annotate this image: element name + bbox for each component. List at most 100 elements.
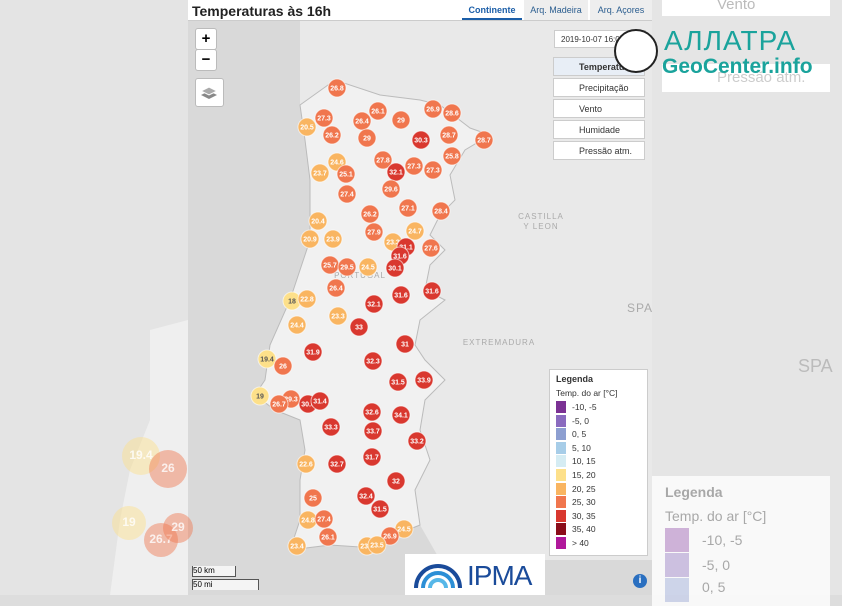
backdrop-layer: Pressão atm. xyxy=(662,64,830,92)
station-label: 27.1 xyxy=(401,205,415,212)
legend-label: > 40 xyxy=(572,538,589,548)
station xyxy=(395,334,415,354)
backdrop-class: -5, 0 xyxy=(702,557,731,573)
legend-label: 30, 35 xyxy=(572,510,596,521)
station-label: 26.1 xyxy=(371,108,385,115)
legend-label: 0, 5 xyxy=(572,429,587,440)
station-label: 20.4 xyxy=(311,218,325,225)
station-label: 31.6 xyxy=(425,288,439,295)
watermark-text: АЛЛАТРА xyxy=(664,25,797,56)
station-label: 24.6 xyxy=(330,159,344,166)
station-label: 30.6 xyxy=(301,401,315,408)
backdrop-layer: Vento xyxy=(662,0,830,16)
station-label: 25.8 xyxy=(445,153,459,160)
legend-swatch xyxy=(556,496,566,509)
station xyxy=(411,130,431,150)
backdrop-station-label: 29 xyxy=(171,520,185,534)
station-label: 24.5 xyxy=(397,526,411,533)
station-label: 27.3 xyxy=(407,163,421,170)
station-label: 24.7 xyxy=(408,228,422,235)
backdrop-station xyxy=(163,513,193,543)
backdrop-class: -10, -5 xyxy=(702,532,743,548)
station xyxy=(398,198,418,218)
station xyxy=(297,117,317,137)
station xyxy=(349,317,369,337)
station-label: 32.1 xyxy=(389,169,403,176)
tab[interactable]: Arq. Madeira xyxy=(524,0,588,20)
place-label: SPA xyxy=(627,301,653,315)
info-button[interactable]: i xyxy=(633,574,647,588)
backdrop-station-label: 26.7 xyxy=(149,532,173,546)
sea-west xyxy=(188,20,652,595)
station xyxy=(337,184,357,204)
station xyxy=(300,229,320,249)
station-label: 19.4 xyxy=(260,356,274,363)
place-label: CASTILLA xyxy=(518,212,564,221)
layer-button[interactable]: Humidade xyxy=(553,120,645,139)
zoom-in[interactable]: + xyxy=(195,28,217,50)
station-label: 29.3 xyxy=(284,396,298,403)
tab[interactable]: Continente xyxy=(462,0,522,20)
legend-swatch xyxy=(556,482,566,495)
station xyxy=(373,150,393,170)
station-label: 33.7 xyxy=(366,428,380,435)
station xyxy=(385,258,405,278)
station xyxy=(296,454,316,474)
station-label: 26.7 xyxy=(272,401,286,408)
station xyxy=(364,222,384,242)
station xyxy=(337,257,357,277)
legend-label: 15, 20 xyxy=(572,470,596,480)
station-label: 28.4 xyxy=(434,208,448,215)
station xyxy=(370,499,390,519)
backdrop-station-label: 19.4 xyxy=(129,448,153,462)
station-label: 26.4 xyxy=(355,118,369,125)
station xyxy=(287,315,307,335)
layers-toggle[interactable] xyxy=(195,78,224,107)
station xyxy=(381,179,401,199)
station-label: 28.6 xyxy=(445,110,459,117)
station xyxy=(405,221,425,241)
station-label: 19 xyxy=(256,393,264,400)
station-label: 31.4 xyxy=(313,398,327,405)
logo-text: IPMA xyxy=(467,560,532,591)
station xyxy=(391,405,411,425)
station xyxy=(257,349,277,369)
station-label: 25.7 xyxy=(323,262,337,269)
legend-swatch xyxy=(556,537,566,549)
backdrop-station xyxy=(149,450,187,488)
legend-label: 5, 10 xyxy=(572,442,591,453)
logo-icon xyxy=(414,564,462,589)
station-label: 34.1 xyxy=(394,412,408,419)
station-label: 26.9 xyxy=(383,533,397,540)
backdrop-swatch xyxy=(665,528,689,552)
station xyxy=(356,486,376,506)
station-label: 18 xyxy=(288,298,296,305)
legend-swatch xyxy=(556,428,566,441)
legend: Legenda Temp. do ar [°C] -10, -5 -5, 0 0, … xyxy=(549,369,648,556)
station xyxy=(367,535,387,555)
tab[interactable]: Arq. Açores xyxy=(590,0,652,20)
station xyxy=(363,351,383,371)
station-label: 23.5 xyxy=(370,542,384,549)
layer-button[interactable]: Precipitação xyxy=(553,78,645,97)
station xyxy=(391,285,411,305)
layer-button[interactable]: Pressão atm. xyxy=(553,141,645,160)
station-label: 31.6 xyxy=(393,253,407,260)
station xyxy=(297,289,317,309)
station xyxy=(322,125,342,145)
scale-km: 50 km xyxy=(192,566,236,577)
zoom-out[interactable]: − xyxy=(195,49,217,71)
station-label: 23.7 xyxy=(313,170,327,177)
station-label: 32 xyxy=(392,478,400,485)
station-label: 33 xyxy=(355,324,363,331)
station-label: 27.8 xyxy=(376,157,390,164)
station-label: 27.3 xyxy=(426,167,440,174)
station xyxy=(323,229,343,249)
station xyxy=(287,536,307,556)
station-label: 32.3 xyxy=(366,358,380,365)
station xyxy=(303,342,323,362)
station-label: 33.3 xyxy=(324,424,338,431)
layer-button[interactable]: Vento xyxy=(553,99,645,118)
station-label: 31.5 xyxy=(391,379,405,386)
